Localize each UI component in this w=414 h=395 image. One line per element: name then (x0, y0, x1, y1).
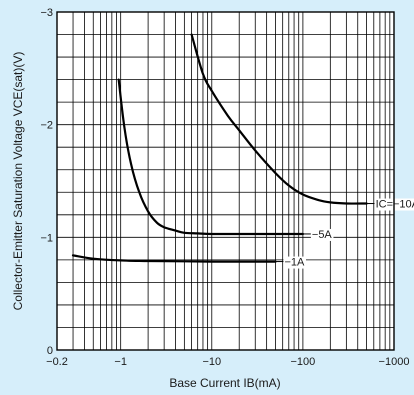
y-tick-label: −2 (40, 120, 53, 132)
x-tick-label: −1000 (379, 356, 410, 368)
x-tick-label: −100 (291, 356, 316, 368)
series-label-0: IC=−10A (376, 199, 414, 211)
x-tick-label: −1 (114, 356, 127, 368)
data-series (71, 33, 368, 263)
series-labels: IC=−10A −5A −1A (275, 198, 414, 269)
series-line-0 (190, 33, 368, 205)
plot-area (57, 12, 394, 350)
series-label-1: −5A (312, 229, 333, 241)
y-axis-title: Collector-Emitter Saturation Voltage VCE… (11, 52, 25, 311)
series-line-2 (71, 254, 277, 263)
plot-frame (56, 11, 395, 351)
x-tick-label: −10 (202, 356, 221, 368)
series-label-2: −1A (284, 257, 305, 269)
series-line-1 (117, 78, 304, 236)
tick-labels: −0.2 −1 −10 −100 −1000 0 −1 −2 −3 (40, 7, 409, 368)
y-tick-label: 0 (47, 345, 53, 357)
x-tick-label: −0.2 (46, 356, 68, 368)
y-tick-label: −3 (40, 7, 53, 19)
y-tick-label: −1 (40, 232, 53, 244)
series-label-background (310, 228, 334, 241)
x-axis-title: Base Current IB(mA) (169, 376, 280, 390)
series-label-background (283, 256, 307, 269)
